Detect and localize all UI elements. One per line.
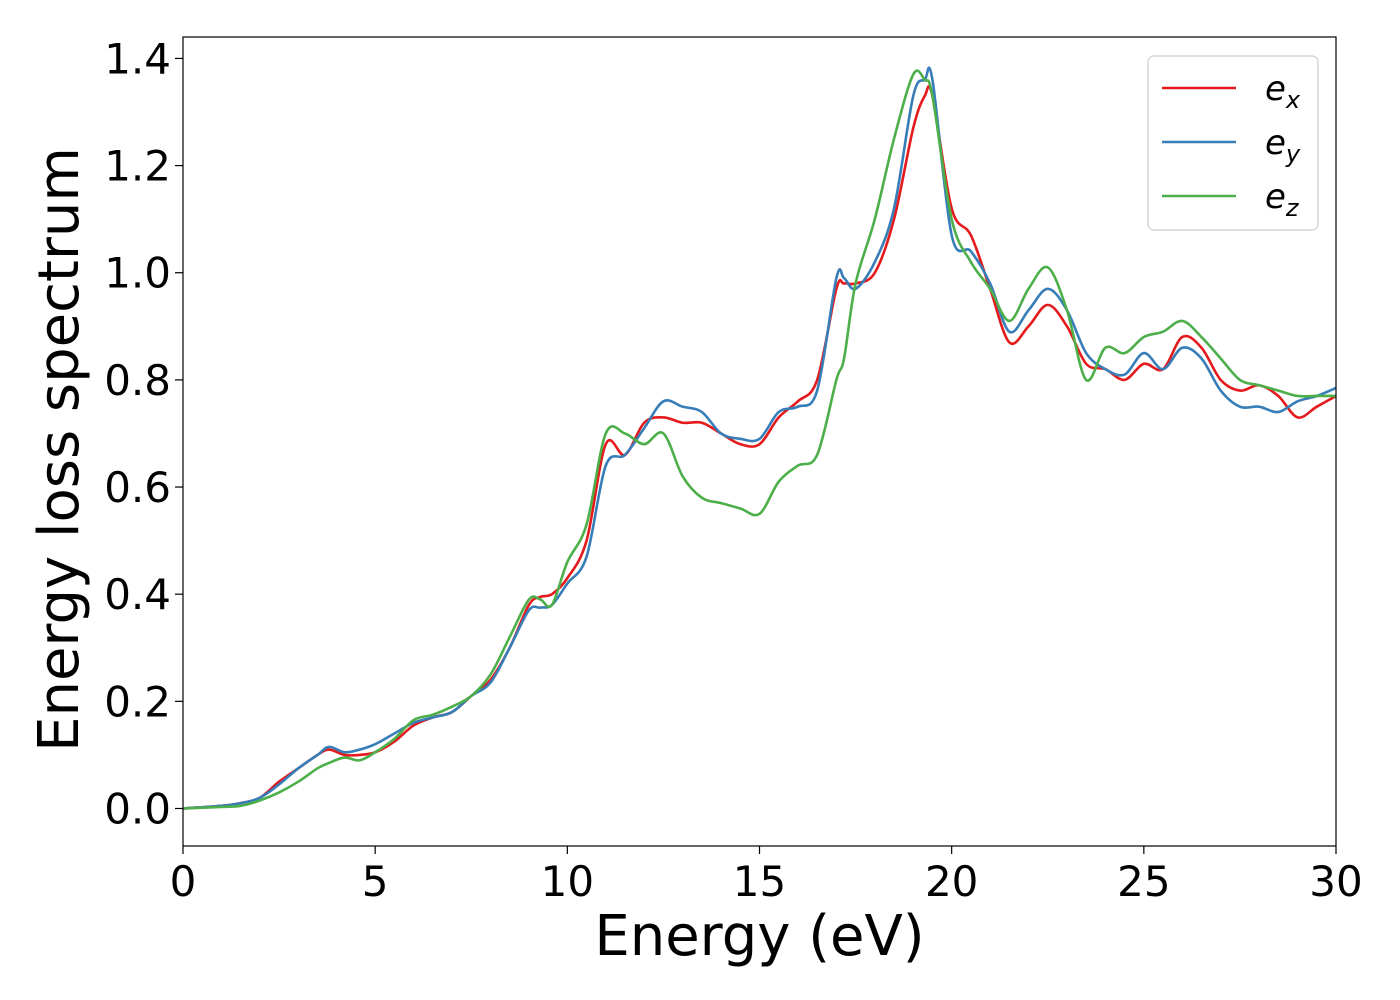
legend-label-y: ey (1265, 123, 1301, 168)
ticks-layer: 0 5 10 15 20 25 30 0.0 0.2 0.4 0.6 0.8 1.0 1.2 1.4 (104, 34, 1363, 906)
legend-label-x: ex (1265, 69, 1301, 114)
x-tick-label: 10 (541, 857, 594, 906)
x-tick-label: 0 (170, 857, 197, 906)
y-tick-label: 0.8 (104, 356, 171, 405)
x-tick-label: 15 (733, 857, 786, 906)
y-tick-label: 0.0 (104, 784, 171, 833)
series-line-x (183, 84, 1336, 810)
y-tick-label: 1.0 (104, 249, 171, 298)
y-tick-label: 0.6 (104, 463, 171, 512)
x-tick-label: 5 (362, 857, 389, 906)
y-axis-label: Energy loss spectrum (27, 147, 92, 752)
x-tick-label: 30 (1309, 857, 1362, 906)
series-line-y (183, 66, 1336, 810)
series-layer (183, 66, 1336, 810)
x-tick-label: 20 (925, 857, 978, 906)
legend-label-z: ez (1265, 177, 1300, 222)
y-tick-label: 0.2 (104, 677, 171, 726)
x-tick-label: 25 (1117, 857, 1170, 906)
y-tick-label: 0.4 (104, 570, 171, 619)
plot-frame (182, 36, 1337, 847)
legend: ex ey ez (1147, 55, 1319, 231)
series-line-z (183, 69, 1336, 810)
y-tick-label: 1.2 (104, 142, 171, 191)
y-tick-label: 1.4 (104, 34, 171, 83)
x-axis-label: Energy (eV) (594, 904, 924, 969)
